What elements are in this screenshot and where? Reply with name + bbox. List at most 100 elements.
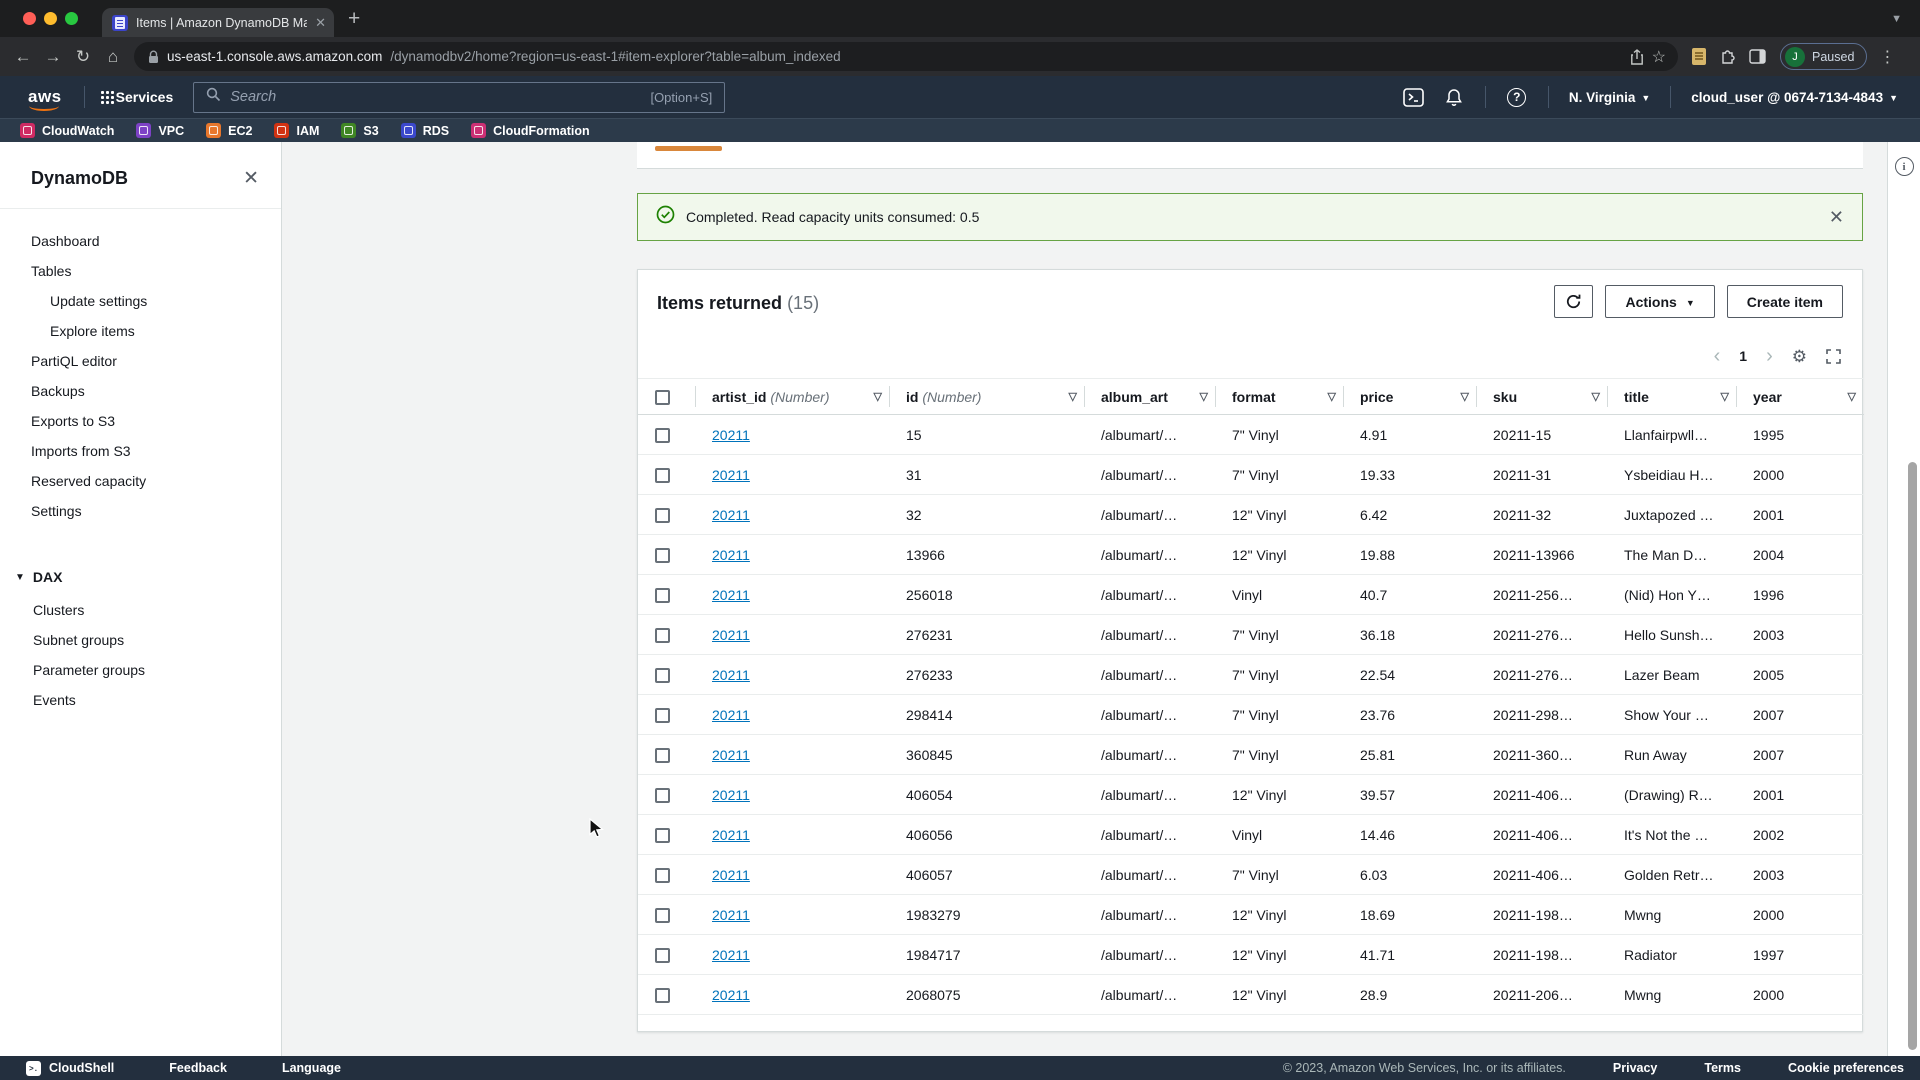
back-icon[interactable]: ← (14, 46, 32, 66)
artist-id-link[interactable]: 20211 (712, 826, 750, 843)
favorite-service-link[interactable]: VPC (136, 123, 184, 138)
next-page-icon[interactable]: › (1766, 345, 1773, 367)
address-bar[interactable]: us-east-1.console.aws.amazon.com /dynamo… (134, 42, 1678, 71)
artist-id-link[interactable]: 20211 (712, 946, 750, 963)
refresh-button[interactable] (1554, 285, 1594, 318)
row-checkbox[interactable] (655, 547, 670, 563)
artist-id-link[interactable]: 20211 (712, 586, 750, 603)
reload-icon[interactable]: ↻ (75, 46, 91, 66)
new-tab-button[interactable]: + (348, 7, 361, 30)
artist-id-link[interactable]: 20211 (712, 666, 750, 683)
create-item-button[interactable]: Create item (1726, 285, 1843, 318)
sidebar-item-clusters[interactable]: Clusters (33, 602, 85, 618)
region-selector[interactable]: N. Virginia ▼ (1568, 89, 1651, 105)
sidebar-item-subnet-groups[interactable]: Subnet groups (33, 632, 125, 648)
artist-id-link[interactable]: 20211 (712, 506, 750, 523)
aws-search-box[interactable]: Search [Option+S] (193, 81, 726, 113)
row-checkbox[interactable] (655, 627, 670, 643)
footer-language[interactable]: Language (281, 1061, 341, 1075)
row-checkbox[interactable] (655, 987, 670, 1003)
artist-id-link[interactable]: 20211 (712, 706, 750, 723)
footer-cloudshell[interactable]: CloudShell (49, 1061, 115, 1075)
row-checkbox[interactable] (655, 667, 670, 683)
artist-id-link[interactable]: 20211 (712, 866, 750, 883)
favorite-service-link[interactable]: RDS (400, 123, 449, 138)
artist-id-link[interactable]: 20211 (712, 466, 750, 483)
previous-page-icon[interactable]: ‹ (1713, 345, 1721, 367)
fullscreen-icon[interactable] (1826, 348, 1841, 364)
cloudshell-terminal-icon[interactable]: >. (26, 1060, 41, 1076)
sidebar-item-parameter-groups[interactable]: Parameter groups (33, 662, 146, 678)
row-checkbox[interactable] (655, 947, 670, 963)
sidebar-item-exports-to-s3[interactable]: Exports to S3 (31, 413, 116, 429)
artist-id-link[interactable]: 20211 (712, 426, 750, 443)
notes-extension-icon[interactable] (1692, 48, 1706, 65)
minimize-window-button[interactable] (44, 12, 57, 25)
services-menu[interactable]: Services (115, 89, 174, 105)
side-panel-icon[interactable] (1749, 49, 1766, 64)
cloudshell-icon[interactable] (1397, 87, 1431, 107)
favorite-service-link[interactable]: CloudWatch (20, 123, 114, 138)
help-icon[interactable]: ? (1500, 87, 1534, 107)
row-checkbox[interactable] (655, 907, 670, 923)
sidebar-item-settings[interactable]: Settings (31, 503, 82, 519)
filter-icon[interactable]: ▽ (1460, 391, 1469, 403)
filter-icon[interactable]: ▽ (1720, 391, 1729, 403)
browser-menu-icon[interactable]: ⋮ (1879, 48, 1897, 66)
sidebar-item-tables[interactable]: Tables (31, 263, 72, 279)
filter-icon[interactable]: ▽ (1847, 391, 1856, 403)
page-number[interactable]: 1 (1739, 348, 1748, 364)
row-checkbox[interactable] (655, 427, 670, 443)
tab-search-chevron-icon[interactable]: ▼ (1891, 12, 1902, 25)
actions-button[interactable]: Actions ▼ (1605, 285, 1715, 318)
footer-terms[interactable]: Terms (1704, 1061, 1741, 1075)
filter-icon[interactable]: ▽ (1199, 391, 1208, 403)
tab-close-icon[interactable]: ✕ (315, 15, 326, 30)
filter-icon[interactable]: ▽ (873, 391, 882, 403)
account-menu[interactable]: cloud_user @ 0674-7134-4843 ▼ (1691, 89, 1898, 105)
row-checkbox[interactable] (655, 827, 670, 843)
artist-id-link[interactable]: 20211 (712, 986, 750, 1003)
sidebar-close-icon[interactable]: ✕ (243, 168, 259, 189)
artist-id-link[interactable]: 20211 (712, 546, 750, 563)
favorite-service-link[interactable]: IAM (274, 123, 319, 138)
preferences-gear-icon[interactable]: ⚙ (1791, 346, 1807, 366)
home-icon[interactable]: ⌂ (107, 46, 119, 66)
sidebar-item-dashboard[interactable]: Dashboard (31, 233, 100, 249)
share-icon[interactable] (1630, 48, 1644, 65)
sidebar-item-partiql-editor[interactable]: PartiQL editor (31, 353, 117, 369)
row-checkbox[interactable] (655, 867, 670, 883)
sidebar-item-reserved-capacity[interactable]: Reserved capacity (31, 473, 147, 489)
forward-icon[interactable]: → (44, 46, 62, 66)
filter-icon[interactable]: ▽ (1327, 391, 1336, 403)
artist-id-link[interactable]: 20211 (712, 786, 750, 803)
row-checkbox[interactable] (655, 707, 670, 723)
bookmark-star-icon[interactable]: ☆ (1651, 48, 1666, 66)
select-all-checkbox[interactable] (655, 389, 670, 405)
aws-logo[interactable]: aws (28, 87, 62, 111)
row-checkbox[interactable] (655, 467, 670, 483)
sidebar-item-imports-from-s3[interactable]: Imports from S3 (31, 443, 131, 459)
zoom-window-button[interactable] (65, 12, 78, 25)
footer-feedback[interactable]: Feedback (169, 1061, 227, 1075)
close-window-button[interactable] (23, 12, 36, 25)
favorite-service-link[interactable]: EC2 (206, 123, 252, 138)
sidebar-item-explore-items[interactable]: Explore items (50, 323, 135, 339)
notifications-bell-icon[interactable] (1437, 88, 1471, 107)
sidebar-section-dax[interactable]: ▼ DAX (15, 569, 63, 585)
row-checkbox[interactable] (655, 507, 670, 523)
artist-id-link[interactable]: 20211 (712, 906, 750, 923)
row-checkbox[interactable] (655, 587, 670, 603)
artist-id-link[interactable]: 20211 (712, 626, 750, 643)
row-checkbox[interactable] (655, 787, 670, 803)
artist-id-link[interactable]: 20211 (712, 746, 750, 763)
row-checkbox[interactable] (655, 747, 670, 763)
extensions-puzzle-icon[interactable] (1719, 48, 1736, 65)
sidebar-item-events[interactable]: Events (33, 692, 76, 708)
sidebar-item-backups[interactable]: Backups (31, 383, 85, 399)
sidebar-item-update-settings[interactable]: Update settings (50, 293, 148, 309)
footer-cookie-preferences[interactable]: Cookie preferences (1787, 1061, 1904, 1075)
filter-icon[interactable]: ▽ (1068, 391, 1077, 403)
filter-icon[interactable]: ▽ (1591, 391, 1600, 403)
footer-privacy[interactable]: Privacy (1612, 1061, 1658, 1075)
